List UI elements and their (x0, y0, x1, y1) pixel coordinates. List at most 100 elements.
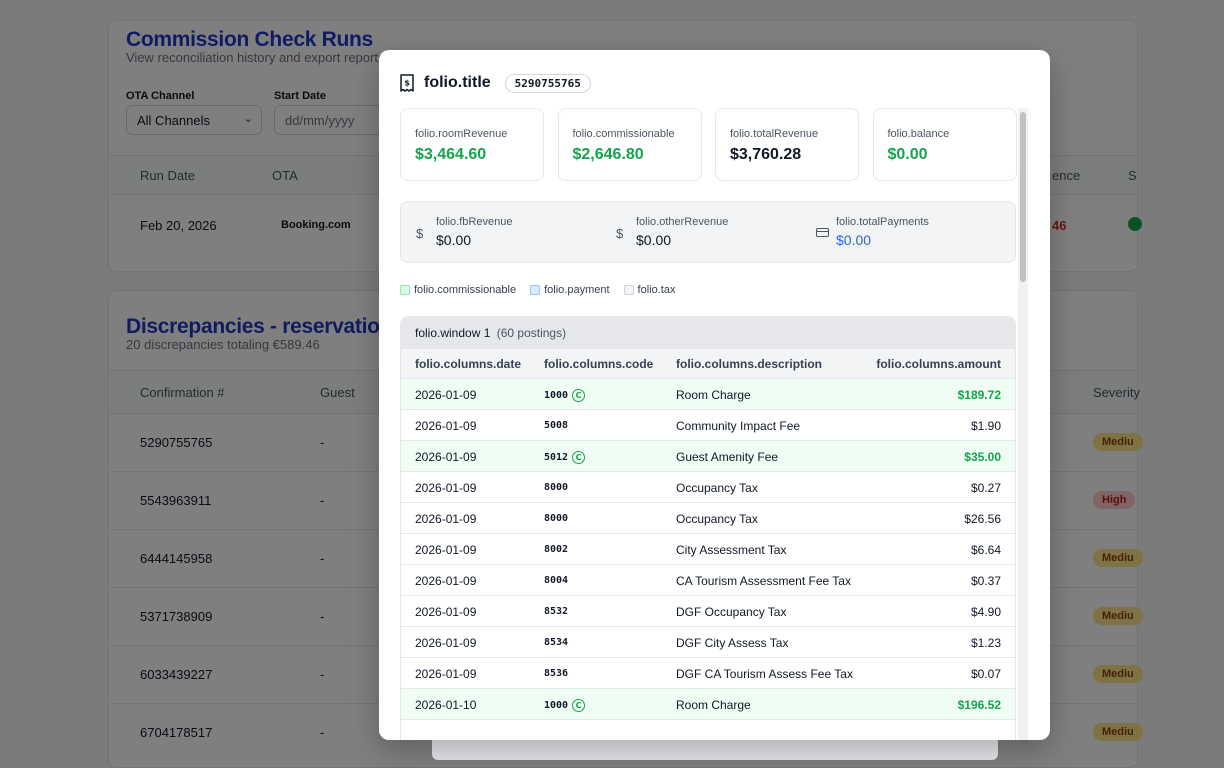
posting-code: 5008 (544, 420, 568, 431)
posting-amount: $1.90 (970, 419, 1001, 433)
stat-value: $2,646.80 (572, 146, 644, 163)
stat-card: folio.roomRevenue $3,464.60 (400, 108, 544, 181)
modal-scrollbar-track[interactable] (1018, 108, 1028, 740)
posting-row[interactable]: 2026-01-09 5012 C Guest Amenity Fee $35.00 (401, 441, 1015, 472)
stat-label: folio.balance (887, 128, 950, 140)
posting-description: Guest Amenity Fee (676, 450, 779, 464)
legend-swatch (400, 285, 410, 295)
posting-description: DGF CA Tourism Assess Fee Tax (676, 667, 853, 681)
stat-value: $0.00 (887, 146, 928, 163)
postings-table-body: 2026-01-09 1000 C Room Charge $189.72 2026-01… (401, 379, 1015, 720)
posting-code-value: 8002 (544, 544, 569, 555)
posting-description: Community Impact Fee (676, 419, 801, 433)
posting-amount: $0.37 (970, 574, 1001, 588)
posting-row[interactable]: 2026-01-09 8536 DGF CA Tourism Assess Fee … (401, 658, 1015, 689)
posting-code-value: 8536 (544, 668, 569, 679)
folio-scroll-area[interactable]: folio.roomRevenue $3,464.60 folio.commissi… (400, 108, 1017, 740)
postings-column-headers: folio.columns.date folio.columns.code fo… (401, 349, 1015, 379)
posting-date: 2026-01-09 (415, 636, 477, 650)
secondary-label: folio.totalPayments (836, 216, 929, 228)
posting-code: 8532 (544, 606, 568, 617)
stat-card: folio.commissionable $2,646.80 (557, 108, 702, 181)
posting-date: 2026-01-10 (415, 698, 477, 712)
posting-date: 2026-01-09 (415, 419, 477, 433)
posting-code-value: 5008 (544, 420, 569, 431)
stat-card: folio.totalRevenue $3,760.28 (715, 108, 859, 181)
posting-date: 2026-01-09 (415, 543, 477, 557)
posting-row[interactable]: 2026-01-09 1000 C Room Charge $189.72 (401, 379, 1015, 410)
posting-code: 8002 (544, 544, 568, 555)
window-header: folio.window 1 (60 postings) (401, 317, 1015, 349)
posting-date: 2026-01-09 (415, 481, 477, 495)
posting-row[interactable]: 2026-01-09 8534 DGF City Assess Tax $1.23 (401, 627, 1015, 658)
stat-label: folio.totalRevenue (730, 128, 819, 140)
legend-item: folio.payment (530, 284, 610, 296)
posting-row[interactable]: 2026-01-09 8002 City Assessment Tax $6.64 (401, 534, 1015, 565)
posting-code-value: 8534 (544, 637, 569, 648)
amount-column-header: folio.columns.amount (876, 357, 1001, 371)
commissionable-icon: C (572, 699, 586, 712)
modal-scrollbar-thumb[interactable] (1020, 112, 1026, 282)
posting-row[interactable]: 2026-01-09 8000 Occupancy Tax $26.56 (401, 503, 1015, 534)
posting-code-value: 8000 (544, 482, 569, 493)
posting-date: 2026-01-09 (415, 574, 477, 588)
credit-card-icon (816, 228, 829, 237)
dollar-icon: $ (616, 226, 624, 241)
posting-row[interactable]: 2026-01-10 1000 C Room Charge $196.52 (401, 689, 1015, 720)
secondary-label: folio.fbRevenue (436, 216, 513, 228)
secondary-value: $0.00 (636, 232, 672, 248)
posting-code: 8534 (544, 637, 568, 648)
posting-row[interactable]: 2026-01-09 5008 Community Impact Fee $1.90 (401, 410, 1015, 441)
posting-description: Occupancy Tax (676, 512, 758, 526)
window-postings-count: (60 postings) (496, 326, 567, 340)
folio-modal: $ folio.title 5290755765 folio.roomReven… (379, 50, 1050, 740)
posting-code-value: 8004 (544, 575, 569, 586)
secondary-label: folio.otherRevenue (636, 216, 729, 228)
legend-label: folio.payment (544, 284, 610, 296)
posting-code: 8000 (544, 513, 568, 524)
posting-amount: $4.90 (970, 605, 1001, 619)
posting-date: 2026-01-09 (415, 512, 477, 526)
secondary-revenue-box: $ folio.fbRevenue $0.00 $ folio.otherRevenue… (400, 201, 1016, 263)
receipt-dollar-icon: $ (400, 74, 414, 92)
posting-code: 1000 C (544, 389, 586, 402)
secondary-item: $ folio.fbRevenue $0.00 (416, 202, 606, 264)
legend-label: folio.commissionable (414, 284, 517, 296)
posting-amount: $0.27 (970, 481, 1001, 495)
legend-item: folio.tax (623, 284, 675, 296)
posting-code-value: 8000 (544, 513, 569, 524)
posting-description: Room Charge (676, 698, 751, 712)
posting-amount: $0.07 (970, 667, 1001, 681)
modal-header: $ folio.title 5290755765 (399, 72, 591, 94)
window-title: folio.window 1 (415, 326, 491, 340)
posting-date: 2026-01-09 (415, 605, 477, 619)
posting-amount: $1.23 (970, 636, 1001, 650)
posting-code-value: 5012 (544, 452, 569, 463)
posting-description: DGF Occupancy Tax (676, 605, 787, 619)
legend-swatch (623, 285, 634, 295)
posting-row[interactable]: 2026-01-09 8000 Occupancy Tax $0.27 (401, 472, 1015, 503)
posting-amount: $26.56 (964, 512, 1001, 526)
posting-description: Occupancy Tax (676, 481, 758, 495)
posting-date: 2026-01-09 (415, 450, 477, 464)
posting-description: CA Tourism Assessment Fee Tax (676, 574, 851, 588)
confirmation-badge: 5290755765 (504, 73, 591, 93)
posting-code: 8000 (544, 482, 568, 493)
posting-code: 5012 C (544, 451, 586, 464)
posting-code-value: 1000 (544, 700, 569, 711)
posting-code-value: 8532 (544, 606, 569, 617)
posting-row[interactable]: 2026-01-09 8532 DGF Occupancy Tax $4.90 (401, 596, 1015, 627)
legend-swatch (530, 285, 541, 295)
posting-description: Room Charge (676, 388, 751, 402)
posting-code-value: 1000 (544, 390, 569, 401)
modal-title: folio.title (424, 74, 491, 91)
legend-item: folio.commissionable (400, 284, 516, 296)
description-column-header: folio.columns.description (676, 357, 823, 371)
posting-code: 8536 (544, 668, 568, 679)
posting-description: DGF City Assess Tax (676, 636, 789, 650)
secondary-item: $ folio.otherRevenue $0.00 (616, 202, 806, 264)
posting-amount: $35.00 (964, 450, 1001, 464)
stat-value: $3,464.60 (415, 146, 487, 163)
posting-date: 2026-01-09 (415, 667, 477, 681)
posting-row[interactable]: 2026-01-09 8004 CA Tourism Assessment Fee … (401, 565, 1015, 596)
